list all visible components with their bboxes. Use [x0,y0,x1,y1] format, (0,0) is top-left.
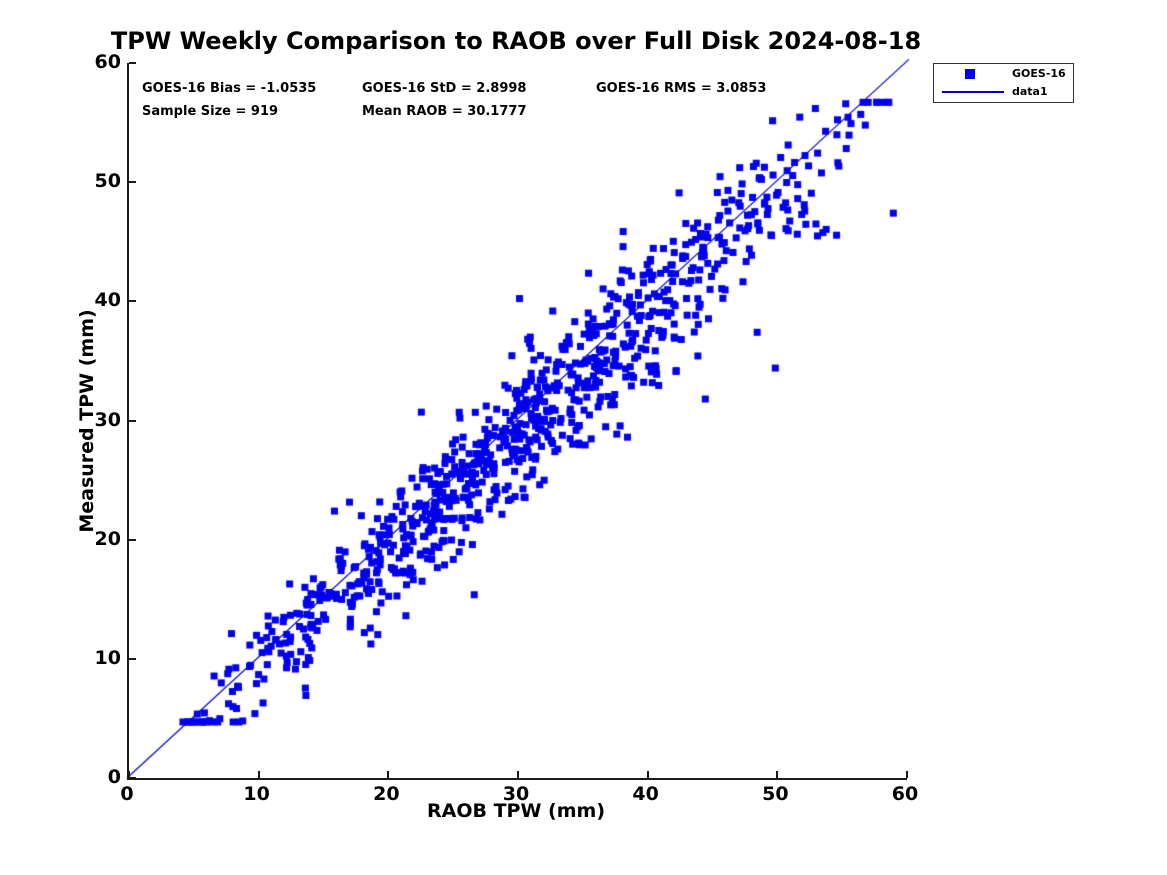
stat-std: GOES-16 StD = 2.8998 [362,81,527,96]
plot-area [127,62,908,780]
y-tick-mark [129,419,136,422]
x-tick-mark [646,771,649,778]
x-tick-mark [776,771,779,778]
x-tick-mark [517,771,519,778]
y-tick-mark [129,181,136,184]
y-tick-label: 40 [94,289,121,312]
x-tick-label: 50 [762,783,789,805]
line-sample-icon [942,91,1004,93]
x-tick-mark [906,771,908,778]
legend-entry-goes16: GOES-16 [934,66,1073,82]
stat-sample-size: Sample Size = 919 [142,104,279,119]
square-marker-icon [965,69,975,79]
y-tick-mark [129,300,136,303]
chart-title: TPW Weekly Comparison to RAOB over Full … [110,27,922,55]
x-tick-mark [257,771,260,778]
x-tick-label: 0 [120,783,134,805]
legend-label: GOES-16 [1012,67,1066,80]
stat-bias: GOES-16 Bias = -1.0535 [142,81,317,96]
legend: GOES-16 data1 [933,63,1074,103]
x-axis-label: RAOB TPW (mm) [426,800,606,822]
x-tick-label: 10 [243,783,270,805]
y-tick-mark [129,62,136,64]
y-tick-label: 20 [94,527,121,550]
stat-mean-raob: Mean RAOB = 30.1777 [362,104,527,119]
legend-entry-data1: data1 [934,84,1073,100]
y-tick-label: 0 [107,766,121,788]
y-tick-mark [129,657,136,660]
x-tick-mark [387,771,390,778]
x-tick-label: 60 [891,783,919,805]
stat-rms: GOES-16 RMS = 3.0853 [596,81,767,96]
x-tick-label: 30 [502,783,530,805]
y-tick-label: 10 [94,646,121,669]
x-tick-label: 20 [373,783,400,805]
y-tick-label: 30 [94,408,121,431]
legend-label: data1 [1012,85,1048,98]
x-tick-label: 40 [632,783,659,805]
y-tick-mark [129,538,136,541]
y-tick-mark [129,777,136,779]
y-tick-label: 60 [94,51,121,73]
x-tick-mark [128,771,130,778]
y-tick-label: 50 [94,170,121,193]
